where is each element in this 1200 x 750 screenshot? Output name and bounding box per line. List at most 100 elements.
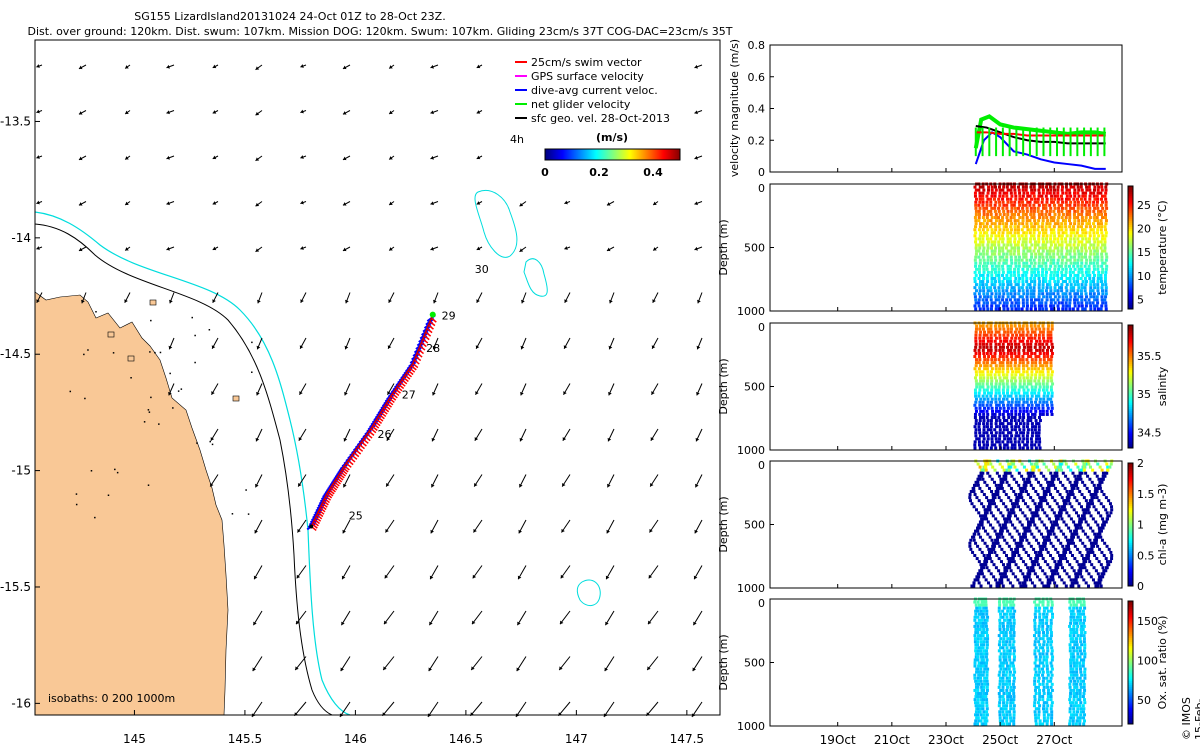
section-point xyxy=(1048,280,1052,284)
section-point xyxy=(1049,206,1053,210)
current-arrow-head xyxy=(561,528,565,533)
speed-colorbar-cell xyxy=(618,149,620,160)
section-point xyxy=(1018,581,1022,585)
section-point xyxy=(1082,557,1086,561)
section-point xyxy=(1037,304,1041,308)
section-point xyxy=(1085,273,1089,277)
section-point xyxy=(1104,292,1108,296)
section-point xyxy=(1060,505,1064,509)
section-point xyxy=(1068,191,1072,195)
section-point xyxy=(1056,194,1060,198)
section-point xyxy=(1052,304,1056,308)
section-point xyxy=(1080,188,1084,192)
speed-colorbar-cell xyxy=(654,149,656,160)
section-point xyxy=(1001,685,1005,689)
section-point xyxy=(1041,330,1045,334)
colorbar-cell xyxy=(1128,345,1133,349)
section-point xyxy=(998,367,1002,371)
section-point xyxy=(1064,307,1068,311)
section-point xyxy=(1006,440,1010,444)
current-arrow-head xyxy=(609,299,613,304)
section-point xyxy=(997,388,1001,392)
section-point xyxy=(1025,538,1029,542)
section-point xyxy=(990,304,994,308)
section-point xyxy=(986,637,990,641)
section-point xyxy=(1077,502,1081,506)
section-point xyxy=(986,581,990,585)
current-arrow-head xyxy=(342,529,347,534)
section-point xyxy=(1057,264,1061,268)
section-point xyxy=(1025,261,1029,265)
section-point xyxy=(1101,206,1105,210)
current-arrow-head xyxy=(299,391,303,395)
section-point xyxy=(1015,327,1019,331)
section-point xyxy=(1002,276,1006,280)
section-point xyxy=(1041,388,1045,392)
colorbar-cell xyxy=(1128,268,1133,271)
swim-vector xyxy=(359,444,365,450)
section-point xyxy=(1093,240,1097,244)
section-point xyxy=(1013,446,1017,450)
section-point xyxy=(1048,209,1052,213)
section-point xyxy=(989,219,993,223)
section-point xyxy=(1088,560,1092,564)
section-point xyxy=(1045,388,1049,392)
section-point xyxy=(1033,276,1037,280)
section-point xyxy=(998,249,1002,253)
section-point xyxy=(1005,301,1009,305)
section-point xyxy=(1013,419,1017,423)
section-point xyxy=(1005,203,1009,207)
section-point xyxy=(1047,345,1051,349)
section-point xyxy=(989,333,993,337)
section-point xyxy=(1001,373,1005,377)
section-point xyxy=(1042,351,1046,355)
section-point xyxy=(1029,566,1033,570)
section-point xyxy=(1101,471,1105,475)
section-point xyxy=(1084,581,1088,585)
section-point xyxy=(979,655,983,659)
section-point xyxy=(981,382,985,386)
map-xtick-label: 145.5 xyxy=(228,732,262,746)
section-point xyxy=(1060,276,1064,280)
section-point xyxy=(1045,364,1049,368)
section-point xyxy=(982,685,986,689)
colorbar-cell xyxy=(1128,510,1133,513)
section-point xyxy=(981,446,985,450)
section-point xyxy=(1004,471,1008,475)
speed-colorbar-cell xyxy=(633,149,635,160)
section-point xyxy=(1051,477,1055,481)
current-arrow-head xyxy=(252,667,256,672)
section-point xyxy=(1005,517,1009,521)
section-point xyxy=(1077,194,1081,198)
section-point xyxy=(1077,584,1081,588)
section-point xyxy=(1060,237,1064,241)
section-point xyxy=(1028,258,1032,262)
section-point xyxy=(1072,237,1076,241)
section-point xyxy=(977,255,981,259)
section-point xyxy=(1049,553,1053,557)
section-point xyxy=(1010,295,1014,299)
section-point xyxy=(990,388,994,392)
section-point xyxy=(1029,324,1033,328)
section-point xyxy=(1009,219,1013,223)
section-point xyxy=(1001,523,1005,527)
section-point xyxy=(1001,412,1005,416)
swim-vector xyxy=(383,407,390,413)
section-point xyxy=(986,471,990,475)
section-point xyxy=(979,670,983,674)
section-point xyxy=(968,544,972,548)
colorbar-cell xyxy=(1128,202,1133,205)
section-point xyxy=(1041,237,1045,241)
reef-speck xyxy=(251,341,253,344)
colorbar-cell xyxy=(1128,499,1133,503)
section-point xyxy=(1055,523,1059,527)
colorbar-tick-label: 0 xyxy=(1137,580,1144,593)
section-point xyxy=(1088,301,1092,305)
section-point xyxy=(1013,234,1017,238)
section-point xyxy=(1060,246,1064,250)
section-point xyxy=(1006,276,1010,280)
section-point xyxy=(1049,301,1053,305)
section-point xyxy=(1022,270,1026,274)
speed-colorbar-cell xyxy=(642,149,644,160)
section-point xyxy=(973,618,977,622)
